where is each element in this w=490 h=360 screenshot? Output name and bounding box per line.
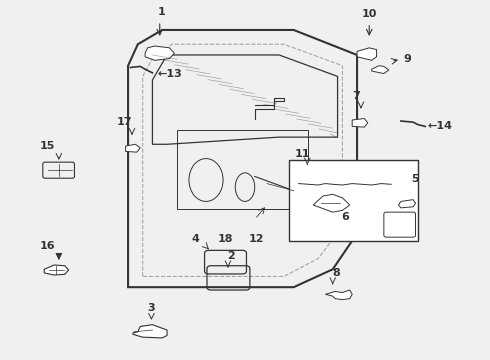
Text: 6: 6	[341, 212, 349, 222]
Polygon shape	[357, 48, 376, 60]
Text: 4: 4	[192, 234, 199, 244]
Polygon shape	[325, 290, 352, 300]
Polygon shape	[133, 325, 167, 338]
Polygon shape	[398, 200, 416, 208]
Text: 11: 11	[295, 149, 310, 158]
Polygon shape	[44, 265, 69, 275]
Text: 1: 1	[157, 8, 165, 18]
Text: 17: 17	[117, 117, 132, 127]
Text: 12: 12	[249, 234, 265, 244]
Polygon shape	[313, 194, 350, 212]
Polygon shape	[372, 66, 389, 73]
Text: ←13: ←13	[157, 68, 182, 78]
Text: 3: 3	[147, 303, 155, 313]
Polygon shape	[125, 144, 140, 152]
Text: 7: 7	[352, 91, 360, 101]
Text: 15: 15	[40, 141, 55, 151]
Text: 16: 16	[40, 241, 55, 251]
Text: 8: 8	[333, 268, 341, 278]
Bar	[177, 130, 308, 208]
Text: ←14: ←14	[428, 121, 453, 131]
Bar	[289, 160, 418, 241]
Text: 18: 18	[218, 234, 233, 244]
Text: 9: 9	[403, 54, 411, 64]
Text: 2: 2	[227, 251, 235, 261]
Text: 5: 5	[411, 174, 418, 184]
Polygon shape	[352, 118, 368, 127]
Polygon shape	[145, 46, 174, 60]
Text: 10: 10	[362, 9, 377, 19]
